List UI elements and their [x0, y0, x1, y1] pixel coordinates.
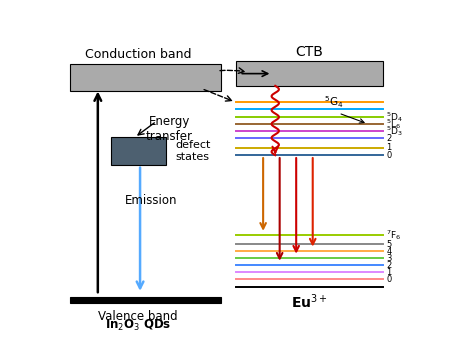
Bar: [236, 61, 383, 86]
Text: 1: 1: [386, 143, 392, 151]
Text: Eu$^{3+}$: Eu$^{3+}$: [291, 293, 328, 311]
Text: $^5$D$_3$: $^5$D$_3$: [386, 124, 403, 138]
Text: 4: 4: [386, 247, 392, 256]
Text: Valence band: Valence band: [99, 310, 178, 323]
Text: Energy
transfer: Energy transfer: [146, 115, 193, 143]
Text: 5: 5: [386, 240, 392, 249]
Text: $^5$D$_4$: $^5$D$_4$: [386, 110, 403, 124]
Text: 0: 0: [386, 151, 392, 160]
Text: $^5$L$_6$: $^5$L$_6$: [386, 117, 401, 131]
Bar: [110, 137, 166, 164]
Text: 0: 0: [386, 275, 392, 284]
Bar: [70, 297, 221, 303]
Text: defect
states: defect states: [175, 140, 210, 162]
Text: In$_2$O$_3$ QDs: In$_2$O$_3$ QDs: [105, 318, 172, 333]
Text: $^7$F$_6$: $^7$F$_6$: [386, 228, 401, 242]
Text: Conduction band: Conduction band: [85, 48, 191, 61]
Text: 1: 1: [386, 268, 392, 277]
Text: 2: 2: [386, 261, 392, 270]
Text: 2: 2: [386, 133, 392, 143]
Text: CTB: CTB: [295, 45, 323, 59]
Text: $^5$G$_4$: $^5$G$_4$: [324, 95, 343, 110]
Text: 3: 3: [386, 254, 392, 263]
Text: Emission: Emission: [125, 193, 177, 207]
Bar: [70, 64, 221, 91]
